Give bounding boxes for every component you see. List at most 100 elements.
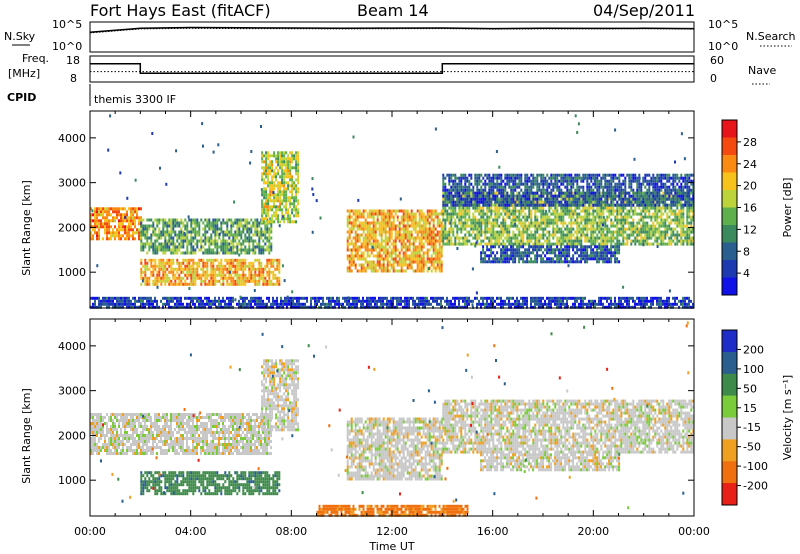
heatmap-cell (168, 239, 171, 243)
heatmap-cell (460, 221, 463, 225)
nsky-series-line (89, 26, 695, 33)
heatmap-cell (120, 207, 122, 211)
heatmap-cell (194, 279, 197, 283)
heatmap-cell (250, 218, 253, 222)
heatmap-cell (400, 242, 403, 246)
heatmap-cell (512, 197, 515, 201)
heatmap-cell (376, 251, 379, 255)
heatmap-cell (372, 239, 375, 243)
heatmap-cell (262, 230, 265, 234)
heatmap-cell (422, 221, 425, 225)
heatmap-cell (614, 242, 617, 246)
heatmap-cell (270, 236, 273, 240)
heatmap-cell (454, 176, 457, 180)
heatmap-cell (276, 279, 279, 283)
heatmap-cell (212, 230, 215, 234)
heatmap-cell (686, 239, 689, 243)
heatmap-cell (186, 230, 189, 234)
heatmap-cell (518, 245, 521, 249)
heatmap-cell (172, 230, 175, 234)
heatmap-cell (277, 193, 280, 197)
heatmap-cell (608, 227, 611, 231)
heatmap-cell (530, 236, 533, 240)
heatmap-cell (604, 227, 607, 231)
heatmap-cell (532, 203, 535, 207)
heatmap-cell (486, 224, 489, 228)
heatmap-cell (404, 269, 407, 273)
heatmap-cell (536, 257, 539, 261)
heatmap-cell (498, 182, 501, 186)
heatmap-cell (520, 254, 523, 258)
heatmap-cell (560, 209, 563, 213)
heatmap-cell (285, 187, 288, 191)
heatmap-cell (346, 218, 349, 222)
heatmap-cell (172, 239, 175, 243)
heatmap-cell (267, 157, 270, 161)
heatmap-cell (432, 263, 435, 267)
heatmap-cell (632, 209, 635, 213)
heatmap-cell (530, 173, 533, 177)
heatmap-cell (528, 191, 531, 195)
heatmap-cell (192, 270, 195, 274)
heatmap-cell (398, 254, 401, 258)
heatmap-cell (412, 260, 415, 264)
heatmap-cell (468, 206, 471, 210)
heatmap-cell (352, 209, 355, 213)
heatmap-cell (532, 194, 535, 198)
heatmap-cell (261, 190, 264, 194)
heatmap-cell (295, 214, 298, 218)
heatmap-cell (390, 248, 393, 252)
heatmap-cell (480, 191, 483, 195)
heatmap-cell (273, 193, 276, 197)
heatmap-cell (684, 239, 687, 243)
heatmap-cell (648, 233, 651, 237)
heatmap-cell (498, 203, 501, 207)
heatmap-cell (678, 203, 681, 207)
heatmap-cell (570, 209, 573, 213)
heatmap-cell (412, 269, 415, 273)
heatmap-cell (516, 191, 519, 195)
heatmap-cell (96, 207, 98, 211)
heatmap-cell (390, 263, 393, 267)
heatmap-cell (476, 197, 479, 201)
heatmap-cell (128, 219, 130, 223)
heatmap-cell (542, 233, 545, 237)
heatmap-cell (446, 194, 449, 198)
heatmap-cell (420, 269, 423, 273)
heatmap-cell (592, 230, 595, 234)
heatmap-cell (472, 236, 475, 240)
heatmap-cell (250, 273, 253, 277)
heatmap-cell (265, 181, 268, 185)
heatmap-cell (364, 257, 367, 261)
heatmap-cell (124, 219, 126, 223)
heatmap-cell (526, 203, 529, 207)
heatmap-cell (504, 200, 507, 204)
heatmap-cell (176, 258, 179, 262)
heatmap-cell (372, 230, 375, 234)
heatmap-cell (614, 218, 617, 222)
heatmap-cell (291, 211, 294, 215)
heatmap-cell (662, 212, 665, 216)
heatmap-cell (404, 254, 407, 258)
heatmap-cell (118, 234, 120, 238)
heatmap-cell (596, 215, 599, 219)
heatmap-cell (174, 276, 177, 280)
heatmap-cell (508, 194, 511, 198)
heatmap-cell (638, 227, 641, 231)
heatmap-cell (644, 215, 647, 219)
heatmap-cell (362, 266, 365, 270)
heatmap-cell (269, 184, 272, 188)
heatmap-cell (346, 236, 349, 240)
heatmap-cell (508, 185, 511, 189)
heatmap-cell (424, 260, 427, 264)
heatmap-cell (618, 242, 621, 246)
heatmap-cell (554, 233, 557, 237)
heatmap-cell (248, 251, 251, 255)
heatmap-cell (534, 200, 537, 204)
heatmap-cell (578, 239, 581, 243)
heatmap-cell (492, 203, 495, 207)
heatmap-cell (176, 236, 179, 240)
heatmap-cell (432, 212, 435, 216)
heatmap-cell (274, 276, 277, 280)
heatmap-cell (636, 233, 639, 237)
